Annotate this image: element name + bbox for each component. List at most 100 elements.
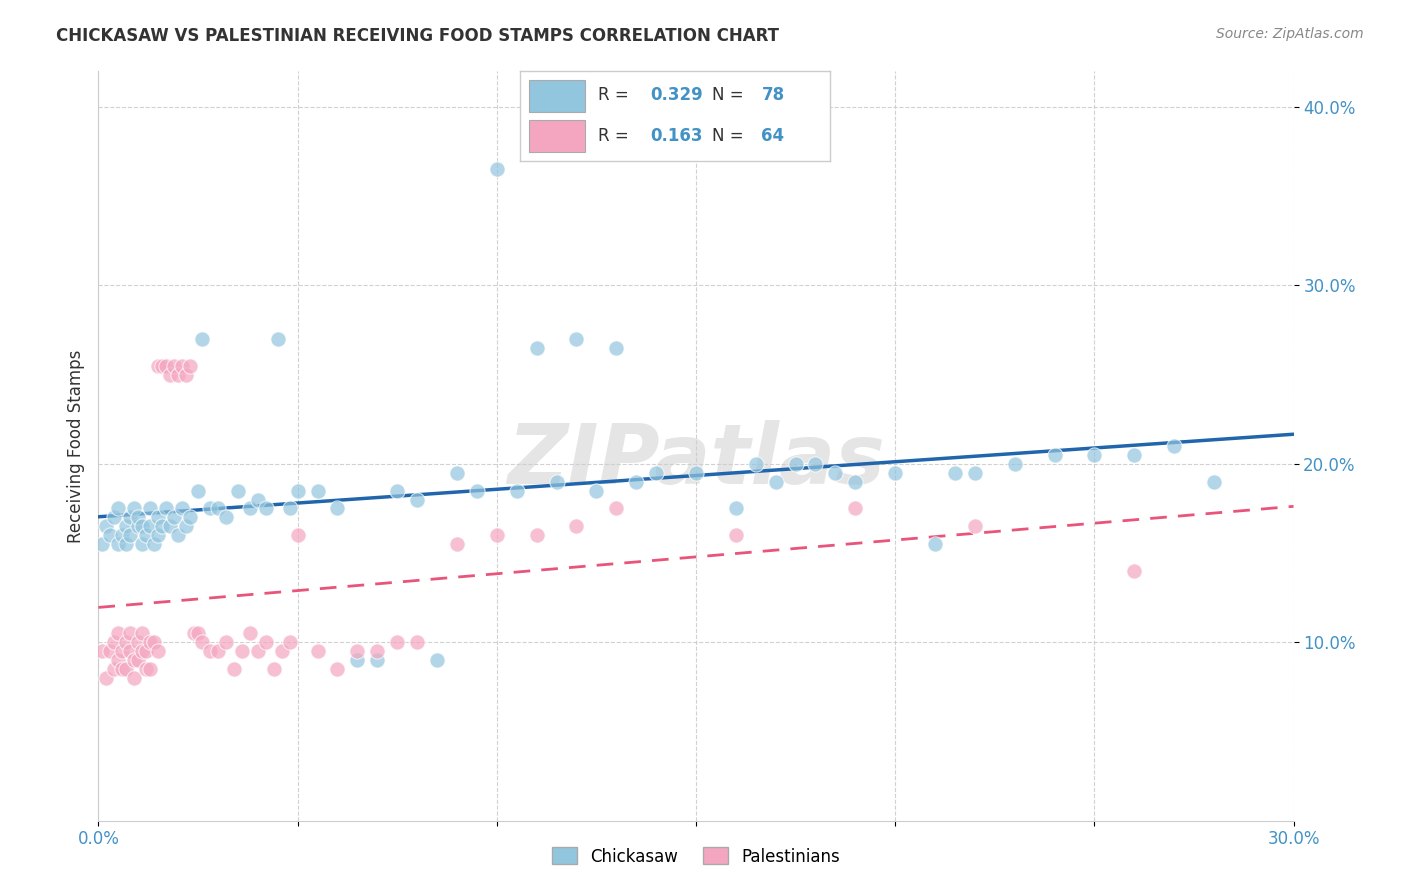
Point [267,332,290,346]
Point [167,528,190,542]
Point [254,635,277,649]
Text: CHICKASAW VS PALESTINIAN RECEIVING FOOD STAMPS CORRELATION CHART: CHICKASAW VS PALESTINIAN RECEIVING FOOD … [56,27,779,45]
Point [231,644,253,658]
Point [111,528,134,542]
Point [1123,564,1146,578]
Point [111,662,134,676]
Point [465,483,488,498]
Point [326,662,349,676]
Point [148,528,170,542]
Point [124,653,146,667]
Point [239,501,262,516]
Text: R =: R = [598,128,634,145]
Point [1123,448,1146,462]
Point [745,457,768,471]
Point [222,662,245,676]
Point [1202,475,1225,489]
Point [127,519,149,533]
Point [506,483,529,498]
Text: ZIPatlas: ZIPatlas [508,420,884,501]
Point [91,644,114,658]
Point [120,510,142,524]
Point [385,635,409,649]
Point [150,359,173,373]
Point [120,644,142,658]
FancyBboxPatch shape [530,80,585,112]
Point [91,537,114,551]
Point [198,501,221,516]
Point [485,162,508,177]
Point [131,626,153,640]
Point [127,653,149,667]
Point [307,644,329,658]
Point [346,653,368,667]
Point [585,483,607,498]
Point [239,626,262,640]
Point [139,662,162,676]
Point [1163,439,1185,453]
Point [172,501,194,516]
Point [426,653,449,667]
Point [724,501,747,516]
Point [187,626,209,640]
Point [139,519,162,533]
Point [124,501,146,516]
Point [824,466,846,480]
Point [139,635,162,649]
Point [155,501,177,516]
Point [131,644,153,658]
Point [207,501,229,516]
Point [263,662,285,676]
Point [107,653,129,667]
Y-axis label: Receiving Food Stamps: Receiving Food Stamps [66,350,84,542]
Point [115,635,138,649]
Point [107,626,129,640]
Point [135,528,157,542]
Point [163,510,186,524]
Point [804,457,827,471]
Point [111,644,134,658]
Point [103,510,125,524]
Point [246,492,269,507]
Point [943,466,966,480]
Point [963,519,986,533]
Point [287,483,309,498]
Point [446,537,468,551]
Point [135,644,157,658]
Point [148,510,170,524]
Text: N =: N = [711,87,749,104]
Point [115,519,138,533]
Text: N =: N = [711,128,749,145]
Point [191,332,214,346]
Point [645,466,668,480]
Point [366,653,388,667]
Point [120,626,142,640]
Point [526,341,548,355]
Point [1083,448,1105,462]
Point [103,662,125,676]
Point [135,662,157,676]
Point [179,359,201,373]
Point [174,368,197,382]
Point [159,519,181,533]
Point [765,475,787,489]
Point [246,644,269,658]
Point [385,483,409,498]
Point [179,510,201,524]
Point [163,359,186,373]
Point [191,635,214,649]
Point [148,359,170,373]
Point [924,537,946,551]
Point [103,635,125,649]
Point [605,341,627,355]
Point [187,483,209,498]
Point [406,635,429,649]
Point [485,528,508,542]
Point [207,644,229,658]
Point [565,519,588,533]
Point [226,483,249,498]
Point [96,671,118,685]
Point [254,501,277,516]
Point [326,501,349,516]
Point [605,501,627,516]
